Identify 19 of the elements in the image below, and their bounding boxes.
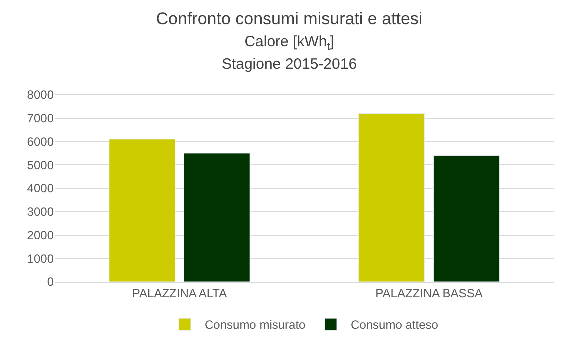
- bar: [109, 139, 176, 282]
- y-tick-label: 4000: [27, 182, 54, 196]
- bar: [433, 156, 500, 282]
- y-tick-label: 6000: [27, 134, 54, 149]
- legend-label: Consumo atteso: [351, 318, 439, 332]
- y-tick-label: 3000: [27, 205, 54, 220]
- bar: [184, 153, 250, 282]
- y-tick-label: 5000: [27, 158, 54, 172]
- chart-title: Confronto consumi misurati e attesi: [156, 10, 423, 29]
- x-tick-label: PALAZZINA BASSA: [376, 286, 483, 300]
- chart-subtitle: Calore [kWh$_{t}$] Stagione 2015-2016: [222, 34, 358, 73]
- bar: [358, 113, 426, 282]
- y-tick-label: 7000: [27, 112, 54, 126]
- legend-label: Consumo misurato: [205, 318, 306, 332]
- y-tick-label: 1000: [27, 252, 54, 266]
- y-tick-label: 2000: [27, 228, 54, 242]
- y-tick-label: 8000: [27, 88, 54, 102]
- y-tick-label: 0: [47, 275, 54, 290]
- x-tick-label: PALAZZINA ALTA: [132, 286, 228, 300]
